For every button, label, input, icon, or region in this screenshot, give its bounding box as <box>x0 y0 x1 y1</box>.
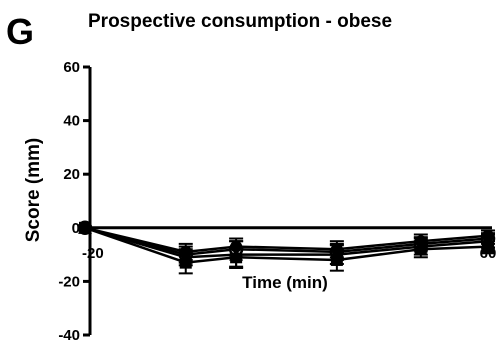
x-axis-label: Time (min) <box>242 273 328 292</box>
series-layer <box>77 220 496 275</box>
y-tick-label: 20 <box>63 166 80 183</box>
y-tick-label: 40 <box>63 113 80 130</box>
series-line <box>84 226 489 256</box>
chart-title: Prospective consumption - obese <box>88 11 393 32</box>
series-line <box>84 226 489 264</box>
data-point <box>329 247 344 261</box>
data-point <box>78 220 92 234</box>
y-tick-label: 0 <box>72 220 80 237</box>
panel-letter: G <box>6 11 35 52</box>
series-line <box>84 226 489 254</box>
series-4 <box>78 220 495 269</box>
x-tick-label: 60 <box>480 245 497 262</box>
y-tick-label: -40 <box>58 327 80 344</box>
data-point <box>229 247 244 261</box>
y-axis: -40 -20 0 20 40 60 <box>58 59 92 344</box>
y-tick-label: -20 <box>58 273 80 290</box>
data-point <box>481 234 495 248</box>
data-point <box>178 250 193 264</box>
x-tick-label: -20 <box>82 245 104 262</box>
series-line <box>84 226 489 259</box>
data-point <box>413 239 428 253</box>
y-tick-label: 60 <box>63 59 80 76</box>
x-ticks: -20 60 <box>82 245 496 262</box>
